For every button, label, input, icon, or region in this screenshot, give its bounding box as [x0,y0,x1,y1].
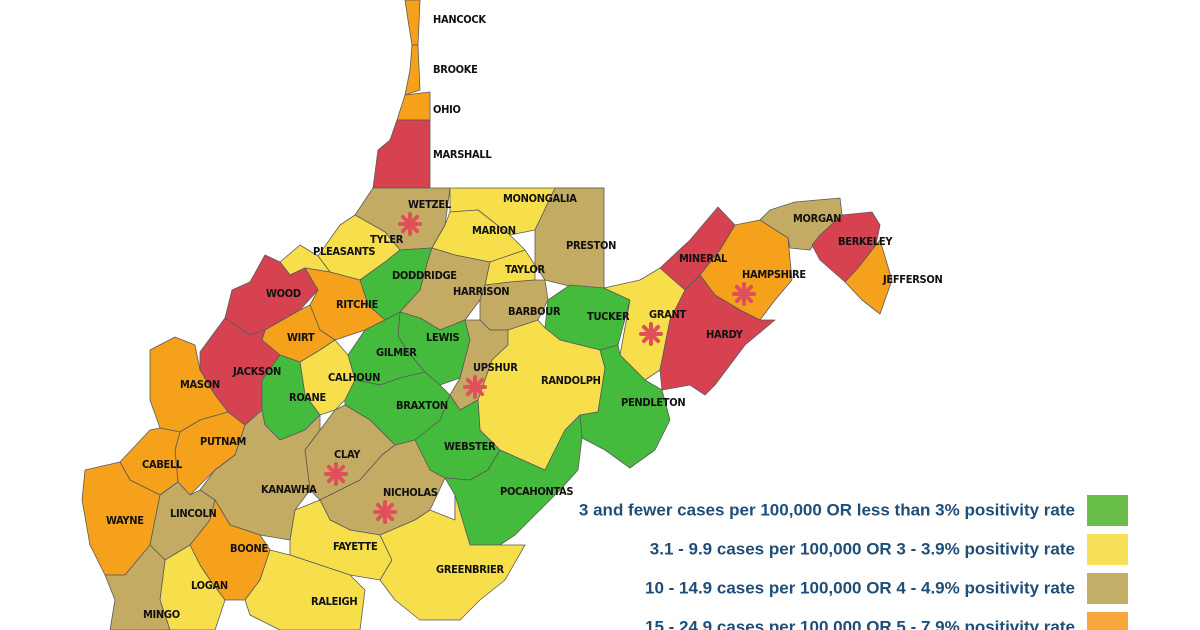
legend-label: 15 - 24.9 cases per 100,000 OR 5 - 7.9% … [645,617,1075,630]
marker-stroke [465,377,485,397]
legend-swatch [1087,495,1128,526]
county [396,91,431,121]
counties [81,0,893,630]
county-label: HAMPSHIRE [742,268,806,281]
legend-label: 3 and fewer cases per 100,000 OR less th… [579,500,1075,519]
county-marker [732,282,756,306]
county-label: CLAY [334,448,361,461]
county-label: TUCKER [587,310,630,323]
legend: 3 and fewer cases per 100,000 OR less th… [579,495,1128,630]
county-label: LINCOLN [170,507,216,520]
county-label: BOONE [230,542,268,555]
county-marker [373,500,397,524]
county-label: GRANT [649,308,686,321]
county [579,344,671,469]
county-label: GREENBRIER [436,563,504,576]
county-label: ROANE [289,391,326,404]
marker-stroke [400,214,420,234]
county-label: JEFFERSON [882,273,942,286]
county-marker [463,375,487,399]
county-marker [398,212,422,236]
marker-stroke [641,324,661,344]
county [104,544,171,630]
county-label: WIRT [287,331,315,344]
county-label: NICHOLAS [383,486,438,499]
marker-stroke [326,464,346,484]
county [659,274,776,396]
county-label: OHIO [433,103,461,116]
county-label: WEBSTER [444,440,496,453]
county-marker [324,462,348,486]
county-label: RALEIGH [311,595,357,608]
county-label: BRAXTON [396,399,448,412]
county [844,239,893,315]
county-label: DODDRIDGE [392,269,457,282]
county-label: UPSHUR [473,361,518,374]
county [404,0,421,46]
county-label: PUTNAM [200,435,246,448]
county-label: MORGAN [793,212,841,225]
county [372,119,431,189]
marker-stroke [375,502,395,522]
county-label: POCAHONTAS [500,485,573,498]
county-label: TYLER [370,233,404,246]
county-label: WAYNE [106,514,144,527]
county-label: LEWIS [426,331,459,344]
county-label: TAYLOR [505,263,545,276]
county-label: HARRISON [453,285,509,298]
county-label: MARSHALL [433,148,492,161]
legend-swatch [1087,573,1128,604]
county-label: PLEASANTS [313,245,375,258]
county-label: HARDY [706,328,744,341]
legend-label: 10 - 14.9 cases per 100,000 OR 4 - 4.9% … [645,578,1075,597]
county-label: JACKSON [232,365,281,378]
county-label: BERKELEY [838,235,893,248]
county-label: PRESTON [566,239,616,252]
county-label: PENDLETON [621,396,685,409]
county-label: FAYETTE [333,540,378,553]
county-label: MONONGALIA [503,192,577,205]
county-label: BROOKE [433,63,478,76]
county-label: CABELL [142,458,183,471]
legend-swatch [1087,612,1128,630]
county-label: RANDOLPH [541,374,601,387]
county-label: BARBOUR [508,305,561,318]
county-label: MASON [180,378,220,391]
county [244,549,366,630]
legend-swatch [1087,534,1128,565]
county [199,409,321,541]
county-label: KANAWHA [261,483,317,496]
legend-label: 3.1 - 9.9 cases per 100,000 OR 3 - 3.9% … [650,539,1075,558]
marker-stroke [734,284,754,304]
county-marker [639,322,663,346]
county-label: WETZEL [408,198,452,211]
county-label: HANCOCK [433,13,486,26]
county-label: GILMER [376,346,417,359]
county-label: CALHOUN [328,371,380,384]
county-label: LOGAN [191,579,228,592]
county-label: WOOD [266,287,301,300]
county [379,494,526,621]
county-labels: HANCOCK BROOKE OHIO MARSHALL WETZEL MONONGALI… [106,13,943,621]
county [534,187,605,291]
county-label: MARION [472,224,516,237]
county-label: MINERAL [679,252,728,265]
county-label: MINGO [143,608,180,621]
county [404,44,421,96]
county-label: RITCHIE [336,298,378,311]
